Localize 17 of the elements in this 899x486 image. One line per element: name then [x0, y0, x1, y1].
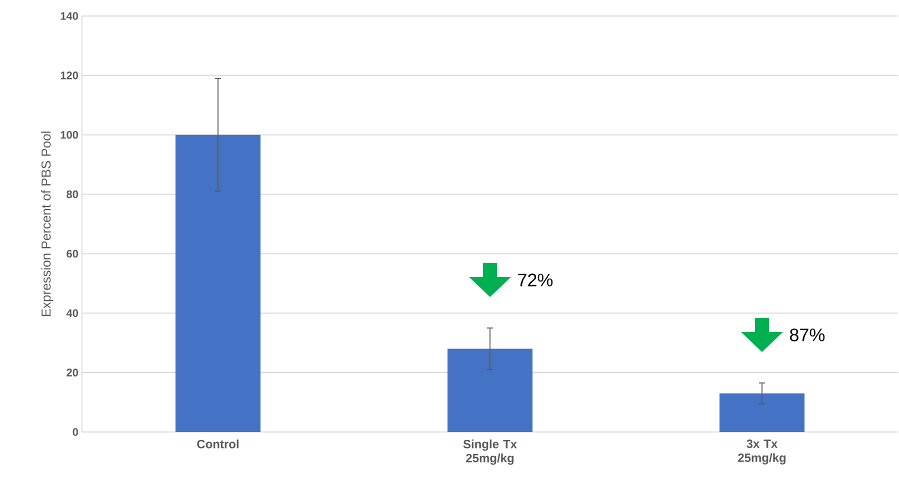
y-axis-title: Expression Percent of PBS Pool [41, 132, 54, 316]
y-tick-label: 0 [72, 428, 78, 436]
y-tick-label: 20 [66, 368, 78, 376]
y-tick-label: 100 [60, 130, 78, 139]
x-tick-label: Single Tx 25mg/kg [463, 440, 517, 465]
y-tick-label: 120 [60, 72, 78, 80]
y-tick-label: 60 [66, 250, 78, 258]
bar [176, 134, 261, 432]
y-tick-label: 40 [66, 309, 78, 318]
y-tick-label: 80 [66, 190, 78, 198]
annotation: 72% [518, 274, 553, 286]
x-tick-label: 3x Tx 25mg/kg [738, 440, 786, 464]
x-tick-label: Control [197, 440, 238, 448]
y-tick-label: 140 [60, 12, 78, 20]
bar [720, 393, 804, 432]
bar [448, 348, 533, 432]
annotation: 87% [790, 328, 825, 342]
